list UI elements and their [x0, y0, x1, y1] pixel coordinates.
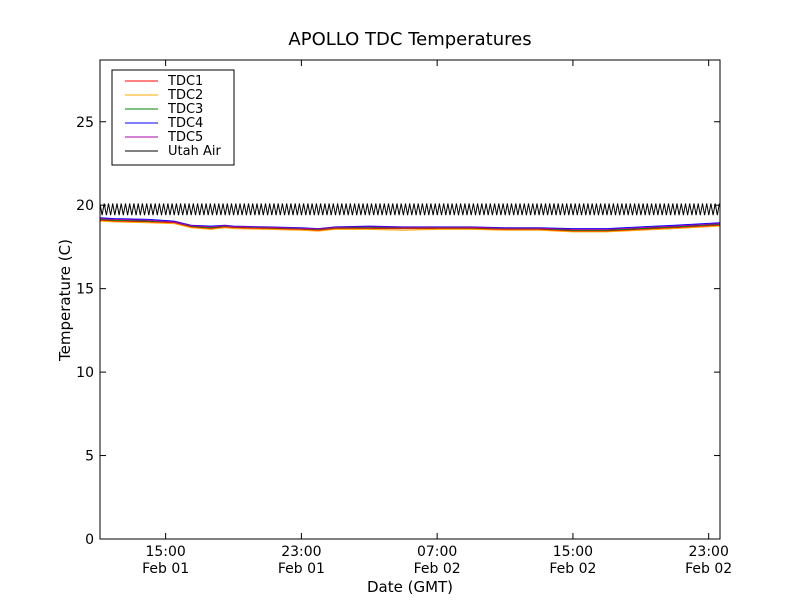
y-axis: 0 5 10 15 20 25 [76, 115, 720, 548]
legend-label: TDC2 [167, 88, 203, 103]
x-tick-label-date: Feb 02 [685, 561, 732, 577]
y-tick-label: 10 [76, 365, 94, 381]
x-tick-label-date: Feb 01 [142, 561, 189, 577]
legend-label: TDC4 [167, 116, 203, 131]
legend-label: TDC1 [167, 74, 203, 89]
series-line-utah-air [99, 203, 720, 216]
legend-label: Utah Air [168, 144, 221, 159]
x-tick-label-time: 07:00 [417, 544, 457, 560]
legend-box [111, 69, 235, 166]
legend-label: TDC3 [167, 102, 203, 117]
y-tick-label: 20 [76, 198, 94, 214]
series-line-tdc1 [99, 219, 721, 232]
plot-frame [99, 59, 721, 540]
y-axis-title: Temperature (C) [56, 239, 74, 362]
y-tick-label: 5 [85, 449, 94, 465]
x-tick-label-date: Feb 02 [414, 561, 461, 577]
legend-label: TDC5 [167, 130, 203, 145]
x-tick-label-time: 23:00 [689, 544, 729, 560]
x-tick-label-time: 15:00 [553, 544, 593, 560]
x-tick-label-time: 23:00 [281, 544, 321, 560]
chart-title: APOLLO TDC Temperatures [288, 29, 531, 50]
y-tick-label: 0 [85, 532, 94, 548]
y-tick-label: 25 [76, 115, 94, 131]
series-line-tdc5 [99, 218, 721, 230]
x-tick-label-date: Feb 02 [549, 561, 596, 577]
x-tick-label-date: Feb 01 [278, 561, 325, 577]
x-tick-label-time: 15:00 [145, 544, 185, 560]
y-tick-label: 15 [76, 282, 94, 298]
x-axis-title: Date (GMT) [367, 578, 453, 596]
series-line-tdc2 [99, 220, 721, 233]
